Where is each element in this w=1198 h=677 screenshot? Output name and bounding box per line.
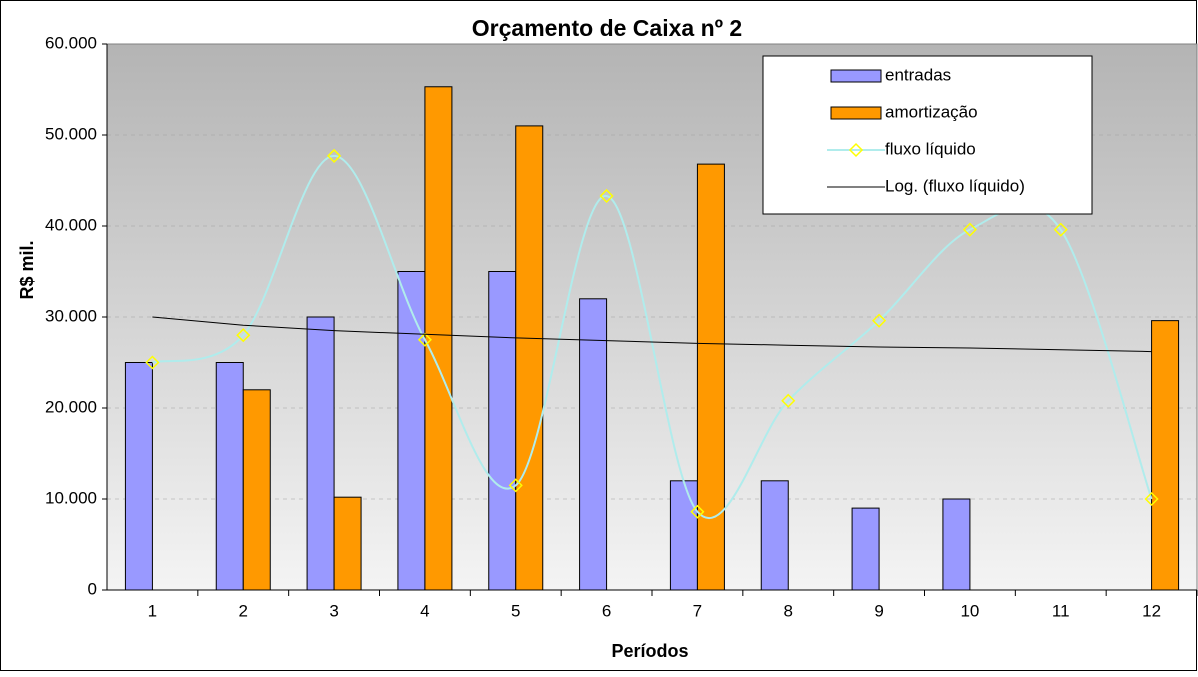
marker	[962, 222, 977, 237]
x-tick-label: 11	[1052, 601, 1070, 620]
chart-title: Orçamento de Caixa nº 2	[472, 15, 742, 41]
y-tick-label: 30.000	[45, 306, 97, 325]
y-tick-label: 40.000	[45, 215, 97, 234]
bar	[306, 316, 335, 591]
marker	[781, 393, 796, 408]
bar	[215, 362, 244, 591]
x-tick-label: 5	[511, 601, 520, 620]
legend-label: fluxo líquido	[885, 139, 976, 158]
bar	[488, 271, 517, 591]
marker	[145, 355, 160, 370]
y-tick-label: 0	[88, 579, 97, 598]
line	[152, 316, 1152, 353]
x-tick-label: 6	[602, 601, 611, 620]
x-tick-label: 2	[239, 601, 248, 620]
legend-swatch	[830, 106, 882, 120]
y-tick-label: 50.000	[45, 124, 97, 143]
x-tick-label: 8	[784, 601, 793, 620]
x-tick-label: 7	[693, 601, 702, 620]
legend-swatch	[830, 69, 882, 83]
x-tick-label: 9	[874, 601, 883, 620]
marker	[1053, 222, 1068, 237]
bar	[124, 362, 153, 591]
marker	[1144, 491, 1159, 507]
y-tick-label: 60.000	[45, 33, 97, 52]
x-tick-label: 3	[329, 601, 338, 620]
bar	[760, 480, 789, 591]
marker	[417, 332, 432, 347]
legend-label: amortização	[885, 102, 978, 121]
legend-box	[762, 55, 1093, 215]
line	[152, 154, 1153, 520]
bar	[515, 125, 544, 591]
marker	[599, 188, 614, 204]
legend-label: entradas	[885, 65, 951, 84]
x-tick-label: 10	[960, 601, 979, 620]
x-tick-label: 12	[1142, 601, 1161, 620]
bar	[333, 496, 362, 591]
bar	[579, 298, 608, 591]
y-tick-label: 10.000	[45, 488, 97, 507]
x-tick-label: 1	[148, 601, 157, 620]
x-axis-label: Períodos	[611, 641, 688, 661]
bar	[942, 498, 971, 591]
legend-marker	[848, 142, 864, 158]
y-tick-label: 20.000	[45, 397, 97, 416]
y-axis-label: R$ mil.	[17, 240, 37, 299]
bar	[669, 480, 698, 591]
bar	[1151, 320, 1180, 591]
bar	[397, 271, 426, 591]
marker	[236, 328, 251, 343]
marker	[508, 478, 523, 493]
marker	[327, 148, 342, 163]
bar	[696, 163, 725, 591]
bar	[851, 507, 880, 591]
marker	[690, 504, 705, 519]
bar	[242, 389, 271, 591]
marker	[872, 313, 887, 328]
x-tick-label: 4	[420, 601, 429, 620]
legend-label: Log. (fluxo líquido)	[885, 176, 1025, 195]
